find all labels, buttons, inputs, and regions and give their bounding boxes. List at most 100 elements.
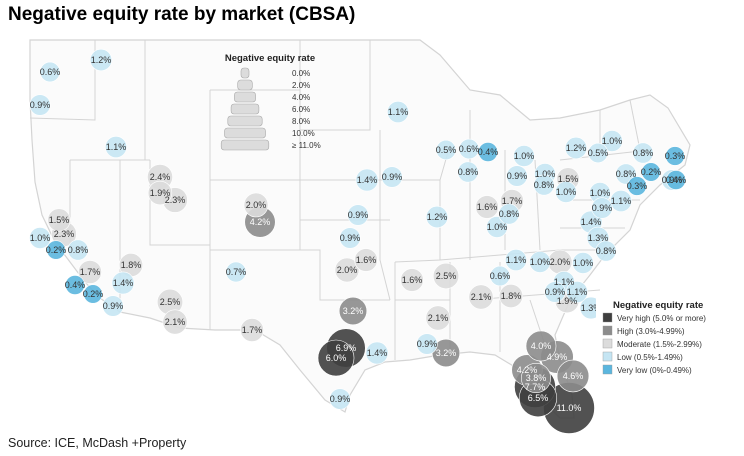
- market-bubble: [240, 318, 264, 342]
- bubble-mark: [498, 203, 520, 225]
- size-legend-swatch: [224, 127, 266, 139]
- bubble-label: 1.4%: [357, 175, 378, 185]
- bubble-label: 0.9%: [662, 175, 683, 185]
- bubble-mark: [347, 204, 369, 226]
- bubble-label: 1.2%: [91, 55, 112, 65]
- size-legend-label: 2.0%: [292, 81, 310, 90]
- bubble-mark: [564, 136, 588, 160]
- bubble-mark: [47, 208, 71, 232]
- market-bubble: [162, 309, 188, 335]
- bubble-mark: [555, 181, 577, 203]
- market-bubble: [365, 341, 389, 365]
- bubble-label: 1.1%: [554, 277, 575, 287]
- market-bubble: [111, 271, 135, 295]
- bubble-mark: [29, 94, 51, 116]
- legend-label-very_low: Very low (0%-0.49%): [617, 366, 692, 375]
- bubble-label: 4.9%: [547, 352, 568, 362]
- market-bubble: [457, 161, 479, 183]
- bubble-label: 2.5%: [436, 271, 457, 281]
- market-bubble: [533, 174, 555, 196]
- bubble-label: 0.9%: [330, 394, 351, 404]
- bubble-label: 2.4%: [150, 172, 171, 182]
- state-line-14: [379, 130, 391, 301]
- market-bubble: [89, 48, 113, 72]
- bubble-mark: [317, 339, 355, 377]
- market-bubble: [354, 248, 378, 272]
- market-bubble: [67, 239, 89, 261]
- bubble-mark: [39, 61, 61, 83]
- bubble-label: 1.1%: [611, 196, 632, 206]
- bubble-mark: [595, 240, 617, 262]
- bubble-label: 1.0%: [556, 187, 577, 197]
- bubble-label: 1.6%: [477, 202, 498, 212]
- bubble-mark: [29, 227, 51, 249]
- bubble-label: 0.8%: [616, 169, 637, 179]
- market-bubble: [564, 136, 588, 160]
- bubble-label: 0.7%: [226, 267, 247, 277]
- legend-swatch-very_low: [602, 364, 613, 375]
- bubble-mark: [89, 48, 113, 72]
- legend-label-high: High (3.0%-4.99%): [617, 327, 685, 336]
- bubble-mark: [147, 180, 173, 206]
- bubble-mark: [240, 318, 264, 342]
- state-line-28: [629, 99, 641, 151]
- legend-label-moderate: Moderate (1.5%-2.99%): [617, 340, 702, 349]
- size-legend-label: 4.0%: [292, 93, 310, 102]
- bubble-label: 0.9%: [340, 233, 361, 243]
- bubble-label: 0.2%: [46, 245, 67, 255]
- bubble-mark: [105, 136, 127, 158]
- bubble-label: 0.9%: [507, 171, 528, 181]
- bubble-label: 0.2%: [641, 167, 662, 177]
- market-bubble: [400, 268, 424, 292]
- bubble-mark: [102, 295, 124, 317]
- bubble-label: 1.6%: [402, 275, 423, 285]
- bubble-label: 1.0%: [590, 188, 611, 198]
- bubble-mark: [457, 161, 479, 183]
- bubble-label: 4.0%: [531, 341, 552, 351]
- bubble-label: 0.4%: [666, 175, 687, 185]
- bubble-label: 1.1%: [388, 107, 409, 117]
- bubble-mark: [243, 192, 269, 218]
- size-legend-label: 10.0%: [292, 129, 315, 138]
- bubble-label: 2.0%: [550, 257, 571, 267]
- bubble-mark: [67, 239, 89, 261]
- size-legend-swatch: [227, 115, 263, 127]
- bubble-label: 1.4%: [367, 348, 388, 358]
- size-legend-swatch: [220, 139, 270, 151]
- bubble-mark: [641, 162, 661, 182]
- bubble-label: 0.8%: [596, 246, 617, 256]
- market-bubble: [665, 146, 685, 166]
- bubble-mark: [339, 227, 361, 249]
- bubble-mark: [78, 260, 102, 284]
- market-bubble: [555, 181, 577, 203]
- bubble-mark: [610, 190, 632, 212]
- market-bubble: [632, 142, 654, 164]
- bubble-label: 1.2%: [427, 212, 448, 222]
- bubble-mark: [529, 251, 551, 273]
- market-bubble: [591, 197, 613, 219]
- market-bubble: [627, 176, 647, 196]
- market-bubble: [105, 136, 127, 158]
- bubble-label: 1.3%: [581, 303, 602, 313]
- bubble-label: 1.4%: [113, 278, 134, 288]
- legend-swatch-high: [602, 325, 613, 336]
- bubble-mark: [387, 101, 409, 123]
- bubble-label: 11.0%: [557, 403, 582, 413]
- market-bubble: [425, 305, 451, 331]
- size-legend-label: 6.0%: [292, 105, 310, 114]
- market-bubble: [468, 284, 494, 310]
- source-note: Source: ICE, McDash +Property: [8, 436, 187, 450]
- bubble-label: 2.1%: [165, 317, 186, 327]
- market-bubble: [432, 262, 460, 290]
- market-bubble: [147, 180, 173, 206]
- legend-swatch-very_high: [602, 312, 613, 323]
- bubble-mark: [525, 330, 557, 362]
- bubble-label: 0.4%: [65, 280, 86, 290]
- market-bubble: [525, 330, 557, 362]
- bubble-label: 0.4%: [478, 147, 499, 157]
- bubble-label: 4.2%: [517, 365, 538, 375]
- bubble-mark: [544, 281, 566, 303]
- bubble-label: 0.3%: [627, 181, 648, 191]
- bubble-mark: [425, 205, 449, 229]
